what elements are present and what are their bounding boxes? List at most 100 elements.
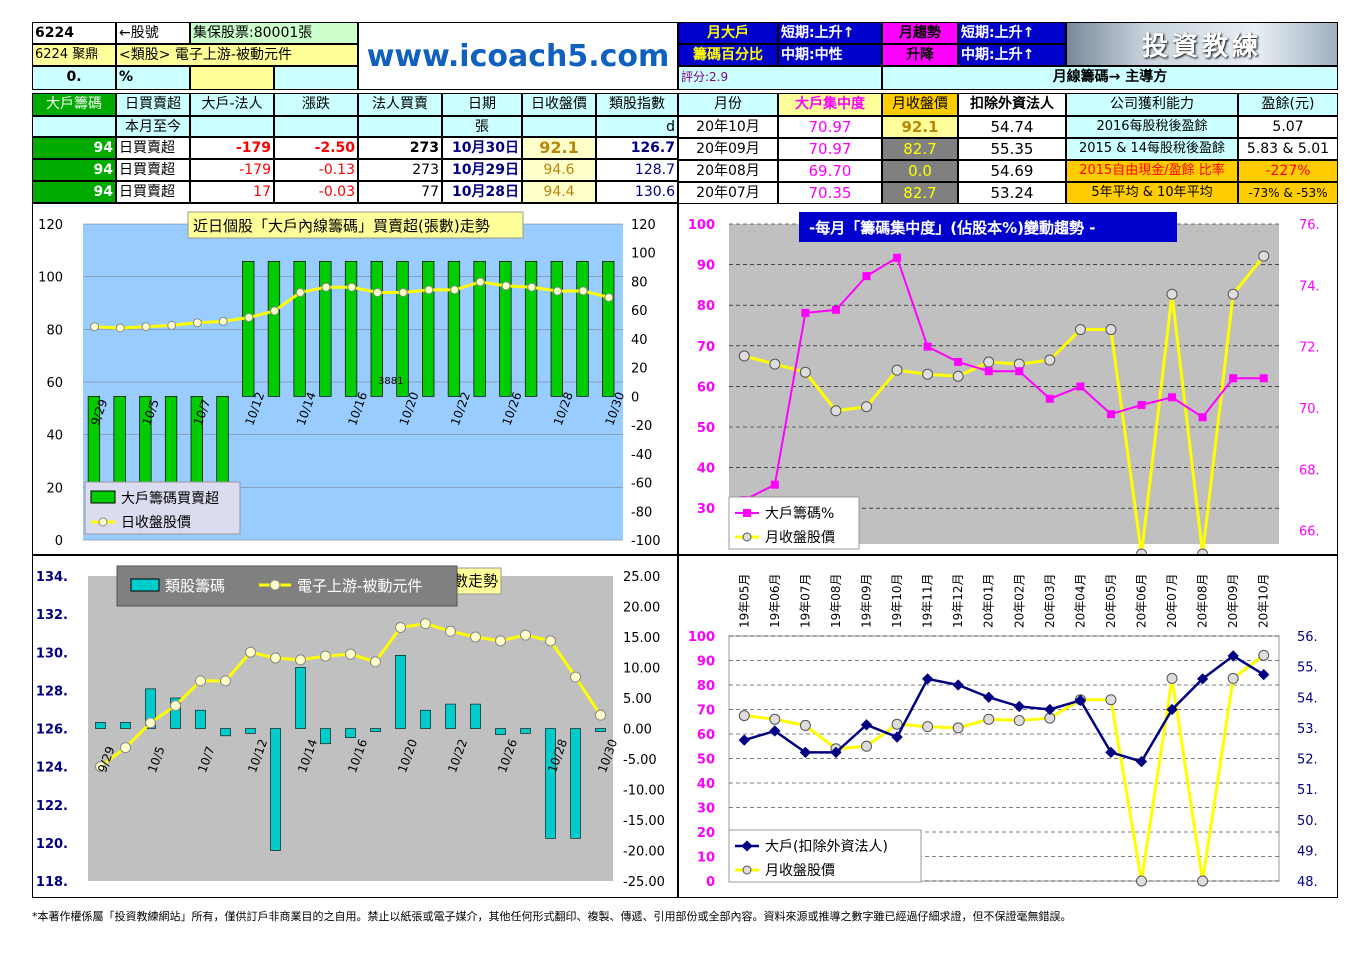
right-table-header: 月份 [678, 93, 778, 116]
right-row-desc: 2015自由現金/盈餘 比率 [1066, 160, 1238, 182]
y-tick-right: 66. [1299, 525, 1320, 540]
y-tick-right: -10.00 [623, 784, 665, 799]
x-tick: 20年05月 [1104, 573, 1118, 628]
chart4-panel: 0 10 20 30 40 50 60 70 80 90 100 48. 49. 50. 51. 52. 53.… [678, 555, 1338, 898]
legend-label: 大戶籌碼% [765, 506, 834, 522]
left-table-unit: 本月至今 [116, 116, 190, 137]
sector-name: <類股> 電子上游-被動元件 [116, 44, 358, 66]
price-point [891, 718, 903, 730]
holder-point [1013, 700, 1025, 713]
y-tick-right: 60 [631, 304, 648, 319]
y-tick-right: 15.00 [623, 631, 660, 646]
price-point [952, 722, 964, 734]
y-tick-left: 134. [36, 570, 68, 585]
bar [319, 260, 332, 397]
concentration-point [801, 308, 810, 317]
price-point [244, 312, 254, 322]
left-table-header: 類股指數 [596, 93, 678, 116]
legend-label: 月收盤股價 [765, 862, 835, 879]
y-tick-right: -60 [631, 477, 652, 492]
concentration-point [770, 480, 779, 489]
x-tick: 19年10月 [890, 573, 904, 628]
index-point [295, 654, 306, 666]
concentration-point [893, 253, 902, 262]
bar [545, 728, 556, 839]
index-point [545, 635, 556, 647]
right-row-month: 20年09月 [678, 138, 778, 160]
legend-marker [743, 509, 751, 517]
left-table-header: 大戶-法人 [190, 93, 274, 116]
price-point [1136, 548, 1147, 560]
chart-title: -每月「籌碼集中度」(佔股本%)變動趨勢 - [809, 219, 1095, 237]
index-point [345, 648, 356, 660]
y-tick-right: 0.00 [623, 723, 652, 738]
y-tick-right: 54. [1297, 691, 1318, 706]
bar [345, 728, 356, 738]
bar [602, 260, 615, 397]
y-tick-left: 40 [46, 429, 63, 444]
short-term-trend-2: 短期:上升↑ [958, 22, 1066, 44]
chart1-panel: 0 20 40 60 80 100 120 -100 -80 -60 -40 -20 0 20 40 60 80… [32, 203, 678, 555]
price-point [192, 318, 202, 328]
price-point [347, 282, 357, 292]
bar [145, 688, 156, 729]
y-tick-right: 56. [1297, 630, 1318, 645]
y-tick-right: -25.00 [623, 875, 665, 890]
y-tick-right: 52. [1297, 753, 1318, 768]
y-tick-right: 68. [1299, 463, 1320, 478]
bar [595, 728, 606, 732]
price-point [1227, 672, 1239, 684]
left-row-diff: -179 [190, 137, 274, 159]
y-tick-left: 122. [36, 799, 68, 814]
left-row-diff: 17 [190, 181, 274, 203]
price-point [983, 713, 995, 725]
concentration-point [1137, 400, 1146, 409]
right-row-eps: -73% & -53% [1238, 182, 1338, 204]
y-tick-left: 80 [46, 323, 63, 338]
price-point [115, 323, 125, 333]
index-point [120, 742, 131, 754]
y-tick-right: 70. [1299, 402, 1320, 417]
x-tick: 20年06月 [1135, 573, 1149, 628]
bar [395, 655, 406, 729]
bar [520, 728, 531, 734]
tdcc-shares: 集保股票:80001張 [190, 22, 358, 44]
index-point [145, 717, 156, 729]
bar [422, 260, 435, 397]
right-row-ex-foreign: 53.24 [958, 182, 1066, 204]
left-row-value: 94 [32, 137, 116, 159]
right-row-close: 82.7 [882, 182, 958, 204]
legend-label: 大戶(扣除外資法人) [765, 839, 888, 855]
left-row-change: -0.13 [274, 159, 358, 181]
price-point [398, 287, 408, 297]
left-row-date: 10月28日 [442, 181, 522, 203]
left-row-close: 92.1 [522, 137, 596, 159]
blank-cell [190, 66, 274, 90]
x-tick: 20年09月 [1226, 573, 1240, 628]
monthly-trend-subtitle: 升降 [882, 44, 958, 66]
price-point [424, 285, 434, 295]
left-row-value: 94 [32, 159, 116, 181]
short-term-trend: 短期:上升↑ [778, 22, 882, 44]
x-tick: 19年12月 [951, 573, 965, 628]
leader-label: 月線籌碼→ 主導方 [882, 66, 1338, 90]
left-row-date: 10月29日 [442, 159, 522, 181]
price-point [1258, 250, 1270, 262]
site-url[interactable]: www.icoach5.com [358, 22, 678, 90]
x-tick: 19年08月 [829, 573, 843, 628]
left-row-inst: 273 [358, 159, 442, 181]
price-point [922, 721, 934, 733]
left-table-unit [522, 116, 596, 137]
big-holder-subtitle: 籌碼百分比 [678, 44, 778, 66]
y-tick-left: 132. [36, 608, 68, 623]
holder-point [799, 746, 812, 759]
y-tick-left: 124. [36, 761, 68, 776]
index-point [245, 646, 256, 658]
right-row-eps: 5.83 & 5.01 [1238, 138, 1338, 160]
index-point [320, 650, 331, 662]
price-point [830, 405, 842, 417]
y-tick-left: 70 [697, 704, 715, 719]
y-tick-left: 100 [688, 630, 715, 645]
y-tick-left: 80 [697, 299, 715, 314]
holder-point [1166, 703, 1178, 716]
